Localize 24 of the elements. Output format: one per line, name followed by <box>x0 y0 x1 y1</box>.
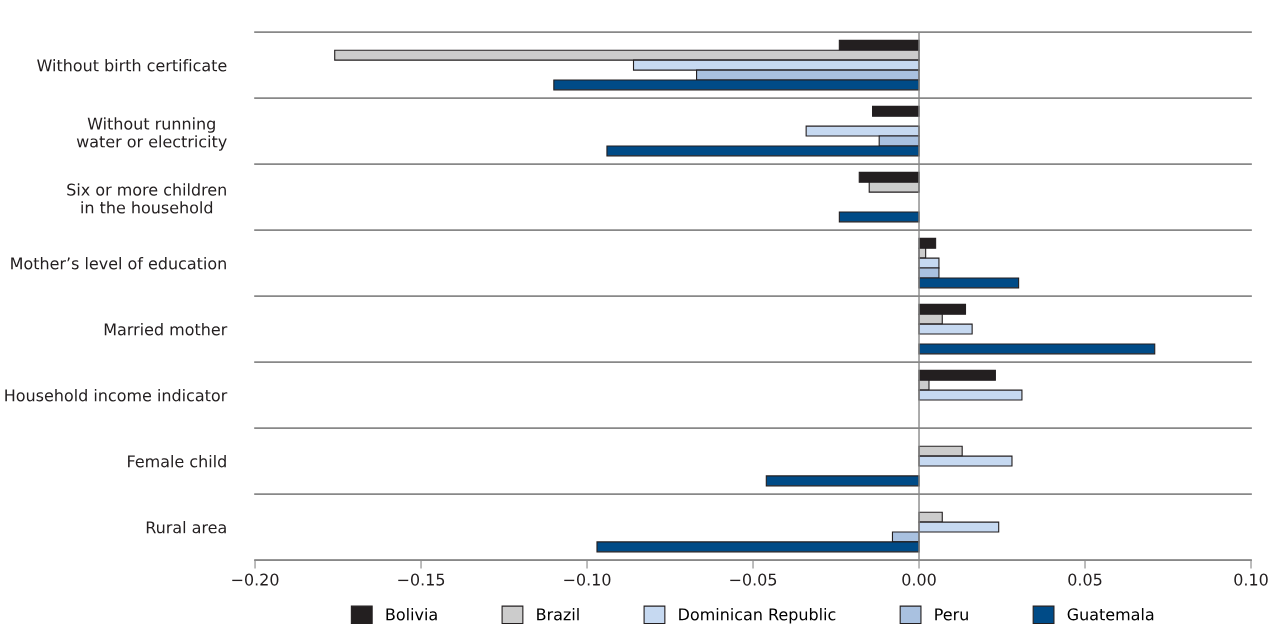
y-tick-label: Female child <box>128 455 226 468</box>
bar <box>918 343 1156 355</box>
legend-label: Bolivia <box>386 608 437 621</box>
x-tick-label: −0.05 <box>730 573 777 586</box>
x-tick-label: 0.05 <box>1068 573 1102 586</box>
legend-label: Peru <box>935 608 968 621</box>
bar <box>838 211 920 223</box>
x-tick-label: −0.15 <box>398 573 445 586</box>
bar <box>871 105 920 117</box>
x-tick-label: −0.20 <box>232 573 279 586</box>
x-tick-label: 0.00 <box>902 573 936 586</box>
y-tick-label: Married mother <box>104 323 228 336</box>
x-tick-label: −0.10 <box>564 573 611 586</box>
y-tick-label: Without running water or electricity <box>76 117 227 151</box>
y-tick-label: Rural area <box>146 521 226 534</box>
legend-label: Guatemala <box>1067 608 1154 621</box>
y-tick-label: Household income indicator <box>5 389 228 402</box>
bar <box>765 475 920 487</box>
legend-label: Brazil <box>537 608 579 621</box>
y-tick-label: Without birth certificate <box>37 59 227 72</box>
legend-label: Dominican Republic <box>679 608 836 624</box>
x-tick-label: 0.10 <box>1234 573 1268 586</box>
y-tick-label: Mother’s level of education <box>11 257 226 270</box>
y-tick-label: Six or more children in the household <box>67 183 226 214</box>
